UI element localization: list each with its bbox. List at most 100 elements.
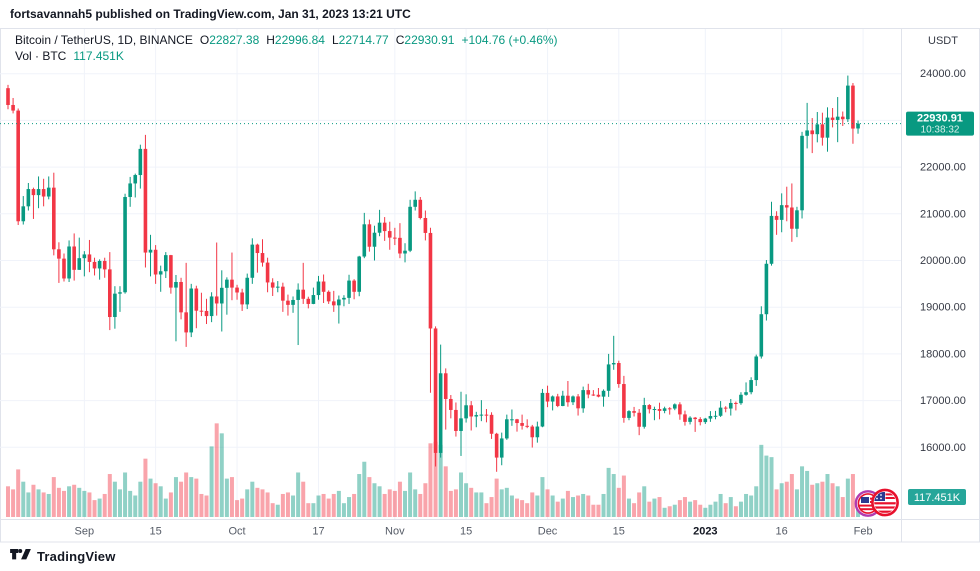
time-axis-label[interactable]: Dec (538, 526, 558, 538)
symbol-title[interactable]: Bitcoin / TetherUS, 1D, BINANCE (15, 33, 193, 47)
candle (337, 295, 341, 324)
volume-bar (825, 474, 830, 517)
price-axis-label[interactable]: 17000.00 (920, 395, 966, 407)
time-axis-label[interactable]: 15 (149, 526, 161, 538)
volume-bar (285, 492, 290, 517)
candle (398, 223, 402, 259)
candle (270, 278, 275, 296)
volume-bar (163, 498, 168, 517)
candle (342, 295, 346, 307)
candle (143, 134, 148, 268)
candle (637, 409, 641, 436)
candle (667, 407, 672, 415)
candle (57, 242, 61, 283)
time-axis-label[interactable]: Feb (854, 526, 873, 538)
volume-bar (352, 493, 357, 517)
volume-bar (453, 489, 458, 517)
time-axis-label[interactable]: Sep (75, 526, 95, 538)
candle (255, 243, 260, 273)
time-axis-label[interactable]: Oct (228, 526, 245, 538)
volume-bar (713, 501, 718, 517)
volume-bar (117, 489, 122, 517)
volume-bar (224, 478, 229, 517)
candle (148, 234, 153, 277)
candle (11, 97, 15, 114)
candle (617, 360, 621, 388)
candle (464, 394, 468, 423)
time-axis-label[interactable]: 15 (460, 526, 472, 538)
candle (851, 83, 855, 144)
volume-bar (764, 455, 769, 517)
time-axis-label[interactable]: 2023 (693, 526, 717, 538)
candle (835, 97, 840, 143)
symbol-row: Bitcoin / TetherUS, 1D, BINANCE O22827.3… (15, 33, 558, 48)
candle (275, 281, 280, 293)
volume-bar (443, 466, 448, 517)
candle (179, 277, 183, 320)
volume-bar (820, 481, 825, 517)
price-axis-label[interactable]: 18000.00 (920, 348, 966, 360)
candle (581, 386, 585, 413)
candle (820, 112, 825, 146)
volume-bar (397, 481, 402, 517)
candle (774, 211, 779, 235)
candle (469, 401, 473, 431)
candle (566, 380, 570, 407)
candle (118, 286, 122, 312)
candle (36, 176, 41, 209)
volume-bar (240, 498, 245, 517)
volume-bar (413, 489, 418, 517)
time-axis-label[interactable]: 15 (613, 526, 625, 538)
volume-bar (107, 474, 112, 517)
time-axis-label[interactable]: 17 (312, 526, 324, 538)
candle (204, 298, 209, 325)
candle (754, 354, 759, 386)
footer-branding[interactable]: TradingView (10, 546, 116, 566)
volume-bar (255, 487, 260, 517)
volume-title: Vol · BTC (15, 49, 67, 63)
volume-bar (759, 444, 764, 517)
price-axis-label[interactable]: 19000.00 (920, 302, 966, 314)
volume-bar (545, 489, 550, 517)
price-axis-label[interactable]: 16000.00 (920, 442, 966, 454)
volume-bar (275, 504, 280, 517)
volume-bar (621, 475, 626, 517)
volume-bar (718, 493, 723, 517)
candle (31, 187, 36, 219)
volume-bar (143, 458, 148, 517)
candle (393, 227, 397, 246)
price-axis-label[interactable]: 21000.00 (920, 208, 966, 220)
candle (52, 172, 56, 256)
volume-bar (830, 483, 835, 517)
candle (194, 285, 199, 329)
tradingview-wordmark: TradingView (37, 548, 116, 564)
candle (21, 196, 26, 225)
volume-bar (128, 490, 133, 517)
price-axis-label[interactable]: 20000.00 (920, 255, 966, 267)
time-axis-label[interactable]: Nov (385, 526, 405, 538)
candle (102, 257, 107, 278)
volume-bar (387, 489, 392, 517)
volume-bar (596, 504, 601, 517)
candle (489, 412, 494, 439)
candle (16, 108, 20, 226)
candle (591, 390, 596, 396)
price-axis-label[interactable]: 24000.00 (920, 68, 966, 80)
candle (413, 191, 417, 211)
volume-bar (586, 495, 591, 517)
candle (622, 375, 626, 423)
candle (739, 392, 743, 405)
volume-bar (555, 501, 560, 517)
price-axis-label[interactable]: 22000.00 (920, 162, 966, 174)
candle (571, 395, 575, 406)
candle (708, 411, 713, 422)
candle (505, 414, 509, 440)
volume-bar (56, 487, 61, 517)
candle (525, 419, 529, 429)
volume-bar (693, 500, 698, 517)
candle (601, 389, 606, 407)
candle (6, 84, 10, 110)
candle (494, 432, 499, 472)
time-axis-label[interactable]: 16 (776, 526, 788, 538)
